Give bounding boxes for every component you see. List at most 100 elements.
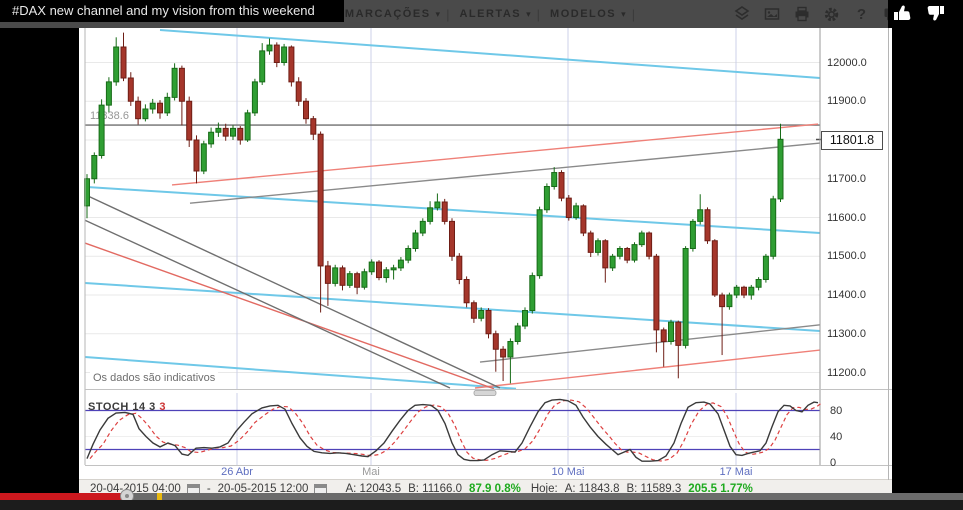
candle-body xyxy=(456,255,463,280)
candle-body xyxy=(113,46,120,83)
candle-body xyxy=(675,321,682,346)
candle-body xyxy=(748,286,755,296)
candle-body xyxy=(237,127,244,141)
menu-separator: | xyxy=(446,6,450,22)
range-change: 87.9 0.8% xyxy=(469,482,521,495)
candle-body xyxy=(624,248,631,261)
candle-body xyxy=(324,265,331,284)
cyan-trendline xyxy=(84,356,517,390)
candle-body xyxy=(120,46,127,79)
candle-body xyxy=(310,118,317,135)
candle-body xyxy=(500,348,507,358)
candle-body xyxy=(522,310,528,327)
stoch-settings-last: 3 xyxy=(159,401,166,413)
candle-body xyxy=(171,67,178,98)
date-range-end[interactable]: 20-05-2015 12:00 xyxy=(217,482,309,495)
candle-body xyxy=(587,232,594,253)
annotation-thumbs xyxy=(893,4,959,26)
candle-body xyxy=(697,209,704,222)
stoch-tick-label: 0 xyxy=(830,456,837,469)
menu-label: ALERTAS xyxy=(459,8,522,20)
candle-body xyxy=(200,143,207,172)
help-icon[interactable]: ? xyxy=(853,6,870,23)
date-range-dash: - xyxy=(206,482,211,495)
candle-body xyxy=(91,155,98,180)
candle-body xyxy=(770,198,777,257)
stoch-tick-label: 40 xyxy=(830,430,843,443)
candle-body xyxy=(390,267,397,271)
image-icon[interactable] xyxy=(763,6,780,23)
menu-modelos[interactable]: MODELOS ▾ | xyxy=(540,7,635,22)
chevron-down-icon: ▾ xyxy=(526,8,531,19)
price-tick-label: 12000.0 xyxy=(827,56,867,69)
candle-body xyxy=(339,267,346,286)
price-tick-label: 11900.0 xyxy=(827,95,866,108)
candle-body xyxy=(332,267,339,284)
layers-icon[interactable] xyxy=(733,6,750,23)
candle-body xyxy=(595,240,601,253)
today-change: 205.5 1.77% xyxy=(688,482,753,495)
candle-body xyxy=(346,273,353,286)
thumb-up-icon[interactable] xyxy=(893,3,913,28)
candle-body xyxy=(689,220,696,249)
range-high: A: 12043.5 xyxy=(345,482,402,495)
candle-body xyxy=(536,209,543,277)
candle-body xyxy=(485,310,492,335)
printer-icon[interactable] xyxy=(793,6,810,23)
date-tick-label: 26 Abr xyxy=(221,466,253,478)
stoch-k-line xyxy=(86,398,819,462)
candle-body xyxy=(215,127,222,133)
candle-body xyxy=(631,244,638,261)
current-price-badge: 11801.8 xyxy=(821,131,883,150)
price-tick-label: 11500.0 xyxy=(827,250,866,263)
candle-body xyxy=(602,240,609,269)
date-tick-label: Mai xyxy=(362,466,380,478)
chart-window xyxy=(79,28,892,497)
candle-body xyxy=(543,186,550,211)
cyan-trendline xyxy=(159,28,821,79)
candle-body xyxy=(208,131,215,145)
help-glyph: ? xyxy=(856,5,867,23)
menu-marcacoes[interactable]: MARCAÇÕES ▾ | xyxy=(335,7,450,22)
video-annotation-marker[interactable] xyxy=(157,493,162,500)
candle-body xyxy=(492,333,499,350)
video-progress-track[interactable] xyxy=(0,493,963,500)
candle-body xyxy=(288,46,295,83)
candle-body xyxy=(733,286,740,296)
date-range-start[interactable]: 20-04-2015 04:00 xyxy=(90,482,181,495)
candle-body xyxy=(98,104,105,156)
candle-body xyxy=(653,255,660,331)
candle-body xyxy=(397,259,404,269)
splitter-grip xyxy=(473,390,497,396)
menu-alertas[interactable]: ALERTAS ▾ | xyxy=(449,7,540,22)
candle-body xyxy=(463,279,470,304)
candle-body xyxy=(660,329,667,342)
candle-body xyxy=(755,279,762,288)
candle-body xyxy=(726,294,733,308)
candle-body xyxy=(361,271,368,288)
candle-body xyxy=(157,102,163,114)
chevron-down-icon: ▾ xyxy=(435,8,441,19)
thumb-down-icon[interactable] xyxy=(925,3,945,28)
candle-body xyxy=(105,81,112,106)
price-tick-label: 11200.0 xyxy=(827,366,866,379)
stoch-indicator-label[interactable]: STOCH 14 3 3 xyxy=(88,401,166,413)
candle-body xyxy=(551,172,558,188)
splitter-handle[interactable] xyxy=(473,390,497,396)
menu-label: MODELOS xyxy=(550,8,617,20)
video-title-overlay[interactable]: #DAX new channel and my vision from this… xyxy=(0,0,344,22)
settings-gear-icon[interactable] xyxy=(823,6,840,23)
data-disclaimer: Os dados são indicativos xyxy=(90,372,219,384)
candle-body xyxy=(638,232,645,246)
candle-body xyxy=(762,255,769,280)
candle-body xyxy=(383,269,390,279)
price-tick-label: 11600.0 xyxy=(827,211,866,224)
candle-body xyxy=(441,201,448,222)
price-tick-label: 11400.0 xyxy=(827,289,866,301)
price-tick-label: 11700.0 xyxy=(827,172,866,185)
chart-statusbar: 20-04-2015 04:00 - 20-05-2015 12:00 A: 1… xyxy=(79,480,892,497)
red-trendline xyxy=(171,123,819,186)
candle-body xyxy=(186,100,193,141)
